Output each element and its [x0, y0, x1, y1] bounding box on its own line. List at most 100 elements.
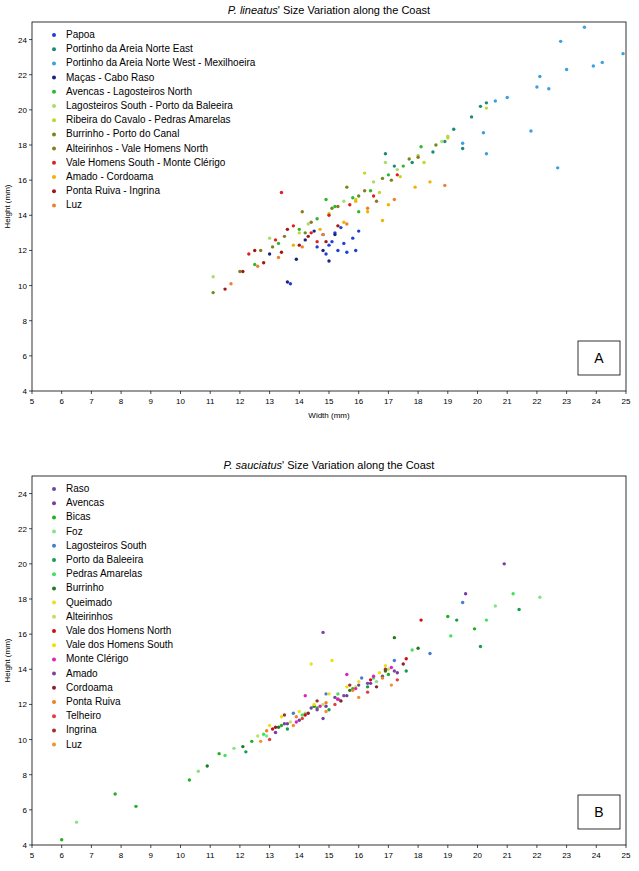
annotation: A	[594, 350, 604, 366]
x-tick-label: 19	[443, 397, 452, 406]
x-tick-label: 16	[354, 397, 363, 406]
point	[339, 226, 342, 229]
y-tick-label: 12	[18, 700, 27, 709]
x-tick	[418, 845, 419, 848]
annotation-box	[578, 795, 620, 829]
x-tick-label: 12	[235, 397, 244, 406]
x-tick	[388, 845, 389, 848]
annotation: B	[594, 804, 603, 820]
legend-marker	[52, 487, 56, 491]
point	[372, 675, 375, 678]
x-tick-label: 9	[149, 397, 154, 406]
point	[309, 231, 312, 234]
point	[327, 692, 330, 695]
x-axis-label: Width (mm)	[308, 411, 350, 420]
x-tick-label: 17	[384, 851, 393, 860]
point	[253, 263, 256, 266]
x-tick	[507, 845, 508, 848]
y-tick-label: 18	[18, 141, 27, 150]
point	[345, 694, 348, 697]
point	[289, 282, 292, 285]
point	[277, 256, 280, 259]
point	[455, 618, 458, 621]
x-tick	[121, 391, 122, 394]
legend-label: Amado	[66, 668, 98, 679]
y-tick-label: 14	[18, 665, 27, 674]
point	[538, 75, 541, 78]
y-tick-label: 24	[18, 36, 27, 45]
point	[345, 222, 348, 225]
x-tick	[180, 845, 181, 848]
point	[253, 249, 256, 252]
point	[393, 659, 396, 662]
point	[304, 231, 307, 234]
point	[621, 52, 624, 55]
point	[268, 236, 271, 239]
x-tick	[91, 391, 92, 394]
point	[295, 258, 298, 261]
x-tick	[269, 845, 270, 848]
point	[375, 680, 378, 683]
y-tick	[29, 180, 32, 181]
point	[405, 657, 408, 660]
x-tick	[269, 391, 270, 394]
x-tick	[358, 845, 359, 848]
point	[345, 673, 348, 676]
point	[387, 673, 390, 676]
legend-marker	[52, 728, 56, 732]
point	[342, 694, 345, 697]
point	[405, 669, 408, 672]
point	[298, 719, 301, 722]
y-tick	[29, 845, 32, 846]
point	[443, 184, 446, 187]
point	[298, 231, 301, 234]
point	[295, 720, 298, 723]
point	[244, 750, 247, 753]
legend-label: Lagosteiros South - Porto da Baleeira	[66, 100, 233, 111]
x-tick	[180, 391, 181, 394]
point	[399, 175, 402, 178]
point	[289, 720, 292, 723]
point	[431, 150, 434, 153]
y-axis-label: Height (mm)	[3, 184, 12, 228]
point	[494, 604, 497, 607]
point	[315, 245, 318, 248]
point	[470, 115, 473, 118]
point	[535, 85, 538, 88]
point	[274, 238, 277, 241]
x-tick	[596, 845, 597, 848]
y-tick-label: 8	[23, 317, 28, 326]
y-tick-label: 22	[18, 71, 27, 80]
x-tick-label: 10	[176, 851, 185, 860]
point	[366, 690, 369, 693]
point	[327, 259, 330, 262]
legend-marker	[52, 643, 56, 647]
legend-marker	[52, 601, 56, 605]
point	[336, 692, 339, 695]
x-tick	[239, 391, 240, 394]
point	[443, 140, 446, 143]
point	[479, 105, 482, 108]
x-tick	[418, 391, 419, 394]
legend-label: Monte Clérigo	[66, 653, 129, 664]
point	[419, 145, 422, 148]
point	[339, 699, 342, 702]
point	[511, 592, 514, 595]
x-tick	[596, 391, 597, 394]
point	[211, 275, 214, 278]
x-tick-label: 13	[265, 397, 274, 406]
legend-marker	[52, 657, 56, 661]
legend-label: Portinho da Areia Norte East	[66, 43, 193, 54]
legend-label: Alteirinhos	[66, 611, 113, 622]
point	[315, 699, 318, 702]
x-tick-label: 23	[562, 851, 571, 860]
x-tick-label: 5	[30, 851, 35, 860]
x-tick	[626, 391, 627, 394]
point	[396, 678, 399, 681]
point	[461, 147, 464, 150]
y-tick	[29, 391, 32, 392]
legend-label: Papoa	[66, 29, 95, 40]
figure: P. lineatus' Size Variation along the Co…	[0, 0, 639, 871]
legend-label: Amado - Cordoama	[66, 171, 154, 182]
y-tick-label: 24	[18, 490, 27, 499]
